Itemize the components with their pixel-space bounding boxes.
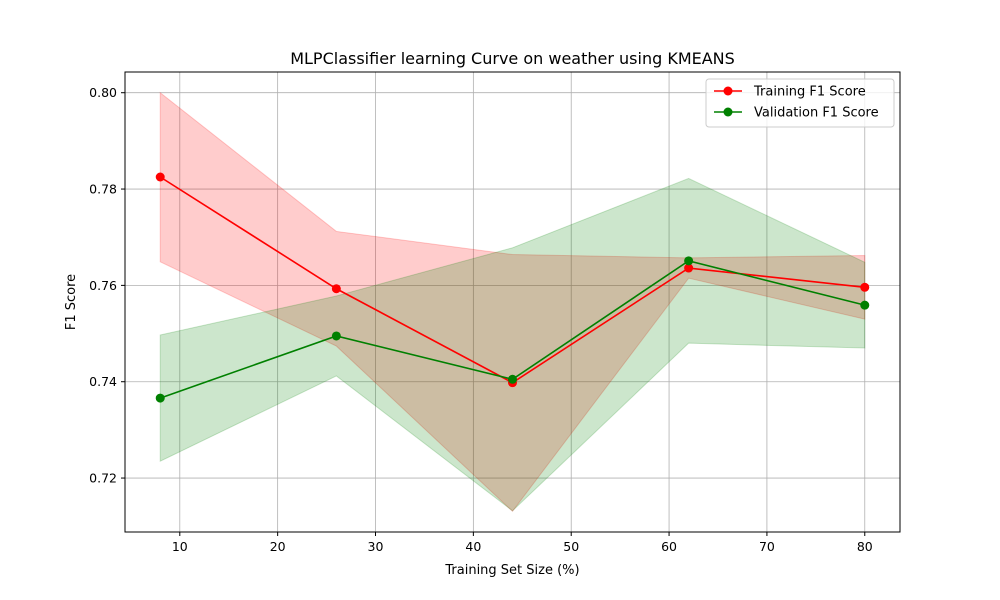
confidence-band-series-0 [159,91,866,513]
data-point-series-0 [860,282,870,292]
x-tick-label: 10 [172,539,188,554]
y-axis-label: F1 Score [64,274,79,330]
legend-label-series-1: Validation F1 Score [754,106,879,121]
plot-area-frame [124,71,901,533]
x-tick-label: 60 [661,539,677,554]
y-tick-label: 0.76 [89,278,117,293]
data-point-series-0 [155,172,165,182]
series-markers [155,172,870,403]
legend-marker-series-1 [723,107,733,117]
x-tick-label: 50 [563,539,579,554]
data-point-series-0 [684,263,694,273]
x-axis-label: Training Set Size (%) [444,563,579,578]
data-point-series-1 [331,331,341,341]
x-tick-label: 40 [465,539,481,554]
data-point-series-1 [684,256,694,266]
data-point-series-0 [331,284,341,294]
chart-title: MLPClassifier learning Curve on weather … [290,49,735,68]
x-tick-label: 70 [759,539,775,554]
x-tick-label: 80 [857,539,873,554]
legend-label-series-0: Training F1 Score [753,85,866,100]
legend: Training F1 Score Validation F1 Score [705,78,895,128]
y-tick-label: 0.80 [89,85,117,100]
x-tick-label: 30 [368,539,384,554]
y-tick-label: 0.78 [89,182,117,197]
y-tick-label: 0.72 [89,471,117,486]
legend-box [705,78,895,128]
y-tick-label: 0.74 [89,374,117,389]
data-point-series-1 [155,393,165,403]
data-point-series-1 [860,300,870,310]
axis-ticks: 10 20 30 40 50 60 70 80 0.72 0.74 0.76 0.78 0.80 [89,85,873,554]
data-point-series-1 [508,374,517,384]
legend-marker-series-0 [723,86,733,96]
x-tick-label: 20 [270,539,286,554]
